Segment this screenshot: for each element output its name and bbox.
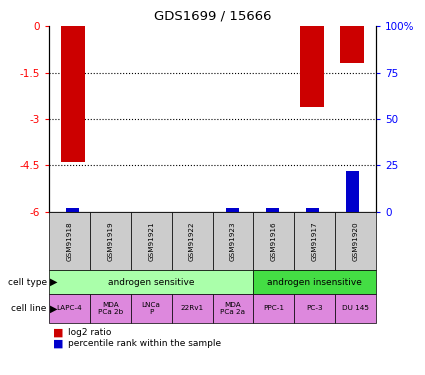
Text: androgen sensitive: androgen sensitive <box>108 278 194 286</box>
Text: cell line: cell line <box>11 304 47 313</box>
Bar <box>266 208 279 212</box>
Text: PC-3: PC-3 <box>306 305 323 311</box>
Text: 22Rv1: 22Rv1 <box>181 305 204 311</box>
Text: LNCa
P: LNCa P <box>142 302 161 315</box>
Text: androgen insensitive: androgen insensitive <box>267 278 362 286</box>
Text: GSM91918: GSM91918 <box>66 221 72 261</box>
Bar <box>300 26 324 106</box>
Text: GSM91921: GSM91921 <box>148 221 154 261</box>
Text: ▶: ▶ <box>50 277 57 287</box>
Text: cell type: cell type <box>8 278 47 286</box>
Bar <box>340 26 364 63</box>
Text: MDA
PCa 2a: MDA PCa 2a <box>221 302 246 315</box>
Text: percentile rank within the sample: percentile rank within the sample <box>68 339 221 348</box>
Text: GSM91923: GSM91923 <box>230 221 236 261</box>
Bar <box>306 208 319 212</box>
Text: LAPC-4: LAPC-4 <box>57 305 82 311</box>
Text: log2 ratio: log2 ratio <box>68 328 111 337</box>
Text: GSM91922: GSM91922 <box>189 221 195 261</box>
Bar <box>226 208 239 212</box>
Text: ■: ■ <box>53 339 64 349</box>
Bar <box>346 171 359 212</box>
Text: GSM91916: GSM91916 <box>271 221 277 261</box>
Bar <box>66 208 79 212</box>
Bar <box>61 26 85 162</box>
Text: MDA
PCa 2b: MDA PCa 2b <box>98 302 123 315</box>
Text: GDS1699 / 15666: GDS1699 / 15666 <box>154 9 271 22</box>
Text: PPC-1: PPC-1 <box>264 305 284 311</box>
Text: ▶: ▶ <box>50 303 57 313</box>
Text: GSM91917: GSM91917 <box>312 221 318 261</box>
Text: GSM91919: GSM91919 <box>107 221 113 261</box>
Text: ■: ■ <box>53 328 64 338</box>
Text: DU 145: DU 145 <box>342 305 369 311</box>
Text: GSM91920: GSM91920 <box>353 221 359 261</box>
